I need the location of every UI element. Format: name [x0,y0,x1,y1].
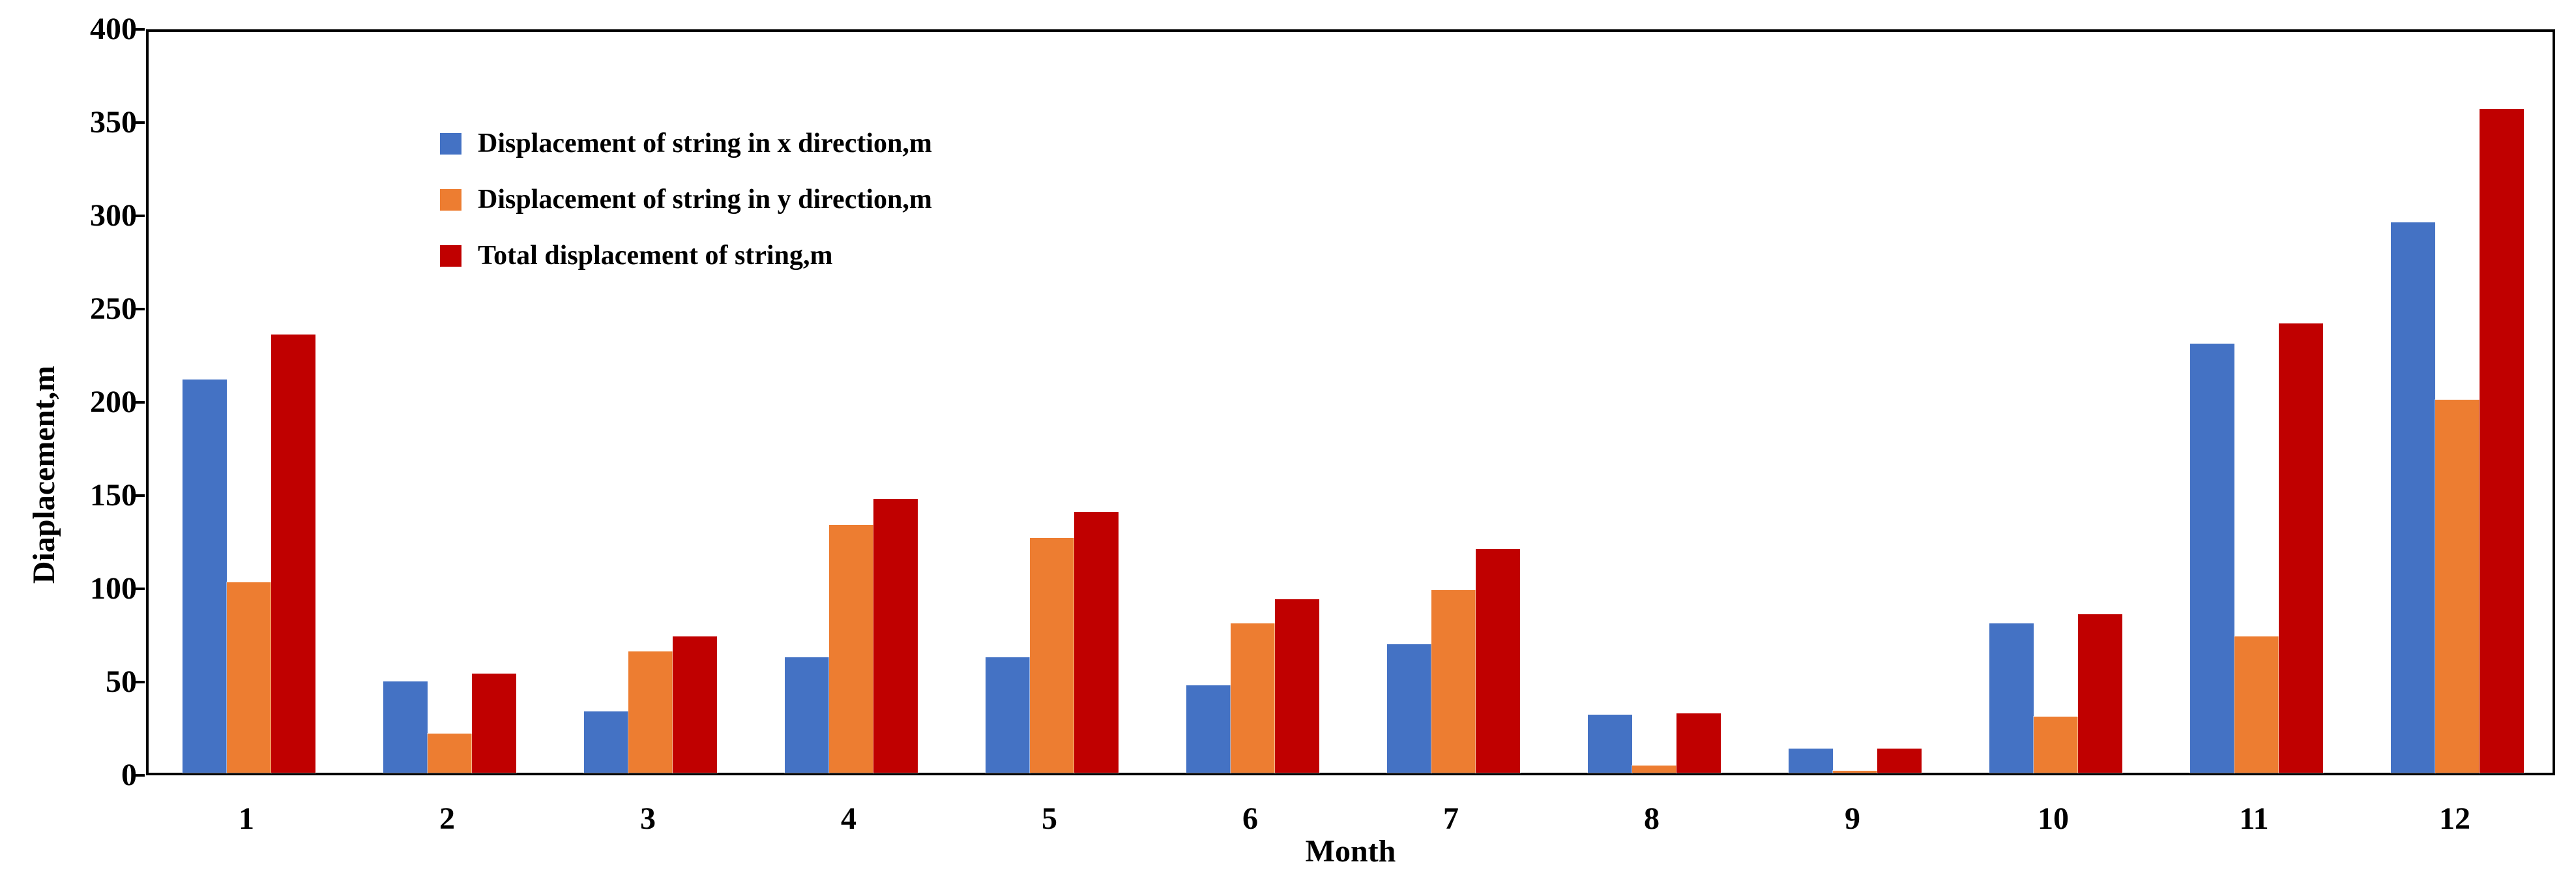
legend-swatch-x-direction [440,132,461,155]
x-tick-label-11: 11 [2239,801,2269,836]
bar-group-month-5 [952,32,1152,774]
bar-group-month-11 [2156,32,2357,774]
bar-x-direction-month-11 [2189,343,2235,773]
bar-total-month-11 [2278,322,2324,774]
x-tick-label-10: 10 [2038,801,2069,836]
bar-x-direction-month-7 [1386,643,1432,774]
bar-y-direction-month-2 [427,732,473,774]
legend-item-x-direction: Displacement of string in x direction,m [440,115,932,171]
bar-x-direction-month-12 [2390,222,2436,773]
bar-y-direction-month-4 [828,524,874,774]
legend-swatch-total [440,245,461,267]
bar-group-month-10 [1955,32,2156,774]
x-tick-label-3: 3 [640,801,656,836]
y-tick-mark-150 [132,494,145,497]
bar-total-month-6 [1274,599,1320,773]
plot-area: Displacement of string in x direction,m D… [146,29,2555,775]
y-tick-mark-350 [132,121,145,124]
y-tick-label-350: 350 [90,105,137,140]
y-tick-label-150: 150 [90,478,137,513]
x-tick-label-4: 4 [841,801,856,836]
bar-y-direction-month-5 [1029,537,1075,774]
bar-y-direction-month-3 [628,651,673,773]
bar-total-month-10 [2077,613,2123,774]
y-tick-label-250: 250 [90,291,137,326]
bar-y-direction-month-6 [1230,623,1276,773]
y-tick-mark-0 [132,774,145,777]
y-tick-label-0: 0 [121,758,137,792]
bar-total-month-8 [1676,712,1721,773]
x-tick-label-5: 5 [1042,801,1057,836]
bar-y-direction-month-10 [2033,716,2079,773]
bar-total-month-12 [2479,108,2525,774]
x-tick-label-2: 2 [439,801,455,836]
bar-x-direction-month-10 [1989,623,2034,773]
legend: Displacement of string in x direction,m D… [440,115,932,284]
bar-total-month-9 [1877,747,1922,774]
x-axis-title: Month [1305,834,1396,869]
bar-group-month-1 [149,32,349,774]
y-tick-mark-200 [132,401,145,404]
bar-group-month-12 [2357,32,2558,774]
bar-total-month-2 [471,673,517,773]
y-tick-mark-50 [132,681,145,683]
bar-x-direction-month-6 [1186,684,1231,774]
bar-x-direction-month-4 [784,656,830,774]
bar-group-month-4 [751,32,952,774]
y-tick-mark-250 [132,308,145,310]
x-tick-label-6: 6 [1242,801,1258,836]
bar-x-direction-month-3 [583,710,629,774]
y-tick-mark-100 [132,588,145,590]
x-tick-label-9: 9 [1845,801,1860,836]
bar-y-direction-month-12 [2435,399,2480,773]
bar-x-direction-month-1 [182,378,227,773]
y-tick-label-50: 50 [106,664,137,699]
bar-group-month-2 [349,32,550,774]
bar-y-direction-month-8 [1632,764,1677,774]
bar-total-month-7 [1475,548,1521,774]
bar-group-month-6 [1152,32,1353,774]
legend-item-y-direction: Displacement of string in y direction,m [440,171,932,228]
x-tick-label-8: 8 [1644,801,1660,836]
bar-x-direction-month-5 [985,656,1031,774]
bar-total-month-4 [873,498,918,774]
bar-groups [149,32,2553,774]
y-tick-label-300: 300 [90,198,137,233]
y-tick-label-200: 200 [90,385,137,419]
legend-swatch-y-direction [440,188,461,211]
x-tick-label-7: 7 [1443,801,1459,836]
legend-label-y-direction: Displacement of string in y direction,m [478,185,932,215]
bar-total-month-3 [672,636,718,773]
bar-y-direction-month-9 [1832,770,1878,773]
bar-x-direction-month-9 [1788,747,1834,774]
bar-group-month-7 [1353,32,1554,774]
bar-y-direction-month-1 [226,582,272,773]
x-tick-label-1: 1 [239,801,254,836]
bar-total-month-5 [1074,511,1119,774]
x-tick-label-12: 12 [2439,801,2470,836]
bar-total-month-1 [271,333,316,774]
legend-label-x-direction: Displacement of string in x direction,m [478,128,932,158]
bar-y-direction-month-7 [1431,589,1476,774]
legend-item-total: Total displacement of string,m [440,228,932,284]
bar-group-month-9 [1755,32,1955,774]
y-tick-label-400: 400 [90,12,137,46]
bar-x-direction-month-8 [1587,714,1633,773]
y-tick-label-100: 100 [90,571,137,606]
bar-x-direction-month-2 [383,680,428,774]
bar-y-direction-month-11 [2234,636,2279,773]
legend-label-total: Total displacement of string,m [478,241,833,271]
y-tick-mark-300 [132,215,145,217]
bar-group-month-8 [1554,32,1755,774]
y-tick-mark-400 [132,28,145,31]
bar-group-month-3 [550,32,751,774]
